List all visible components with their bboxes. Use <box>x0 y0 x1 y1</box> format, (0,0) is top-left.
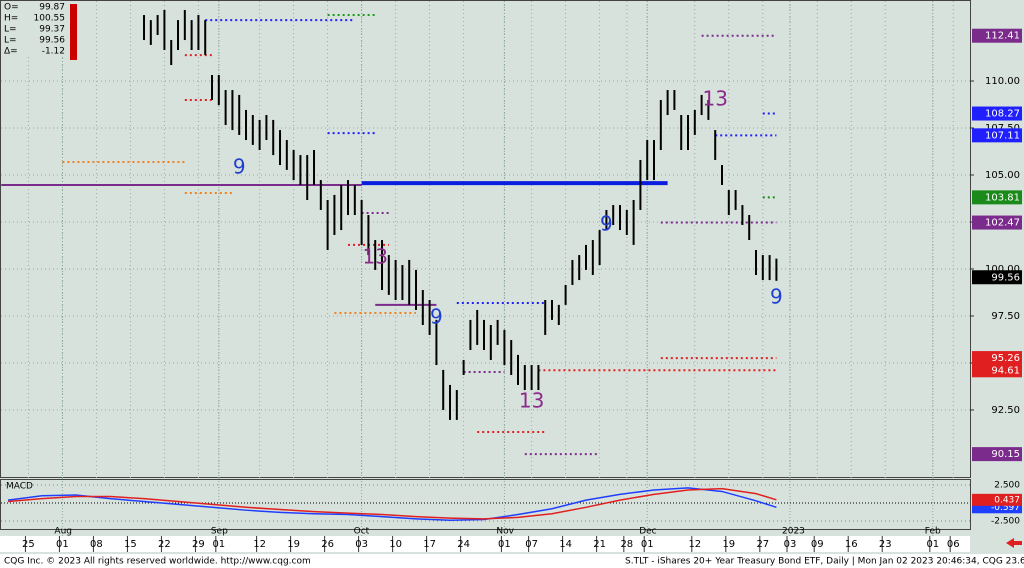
macd-value-box <box>972 493 1022 506</box>
count-label: 9 <box>770 284 783 308</box>
count-label: 9 <box>600 211 613 235</box>
macd-tick-label: 2.500 <box>994 480 1020 490</box>
x-tick-label: 21 <box>593 539 606 550</box>
x-tick-label: 14 <box>559 539 572 550</box>
price-panel <box>0 0 971 478</box>
macd-line <box>7 487 777 522</box>
info-value: 99.56 <box>39 36 65 46</box>
y-tick-label: 97.50 <box>991 311 1020 322</box>
x-tick-label: 15 <box>124 539 137 550</box>
price-label-box <box>972 190 1022 205</box>
x-tick-label: 08 <box>90 539 103 550</box>
x-tick-label: 19 <box>287 539 300 550</box>
count-label: 13 <box>362 244 387 268</box>
macd-title: MACD <box>6 482 33 492</box>
scroll-arrow[interactable] <box>1006 538 1022 548</box>
month-label: Nov <box>496 527 514 537</box>
info-box <box>1 1 67 57</box>
price-label-box <box>972 351 1022 366</box>
x-tick-label: 01 <box>212 539 225 550</box>
y-tick-label: 92.50 <box>991 405 1020 416</box>
price-label: 103.81 <box>985 192 1020 203</box>
count-label: 13 <box>702 86 727 110</box>
macd-panel <box>0 479 971 530</box>
count-label: 9 <box>233 155 246 179</box>
price-label-box <box>972 106 1022 121</box>
macd-tick-label: -2.500 <box>991 516 1020 526</box>
x-tick-label: 23 <box>879 539 892 550</box>
y-tick-label: 110.00 <box>985 76 1020 87</box>
x-tick-label: 27 <box>756 539 769 550</box>
x-tick-label: 03 <box>784 539 797 550</box>
info-label: O= <box>4 3 19 13</box>
copyright: CQG Inc. © 2023 All rights reserved worl… <box>4 557 311 567</box>
price-label-box <box>972 363 1022 378</box>
month-label: Oct <box>354 527 370 537</box>
price-label: 94.61 <box>991 365 1020 376</box>
x-tick-label: 07 <box>525 539 538 550</box>
x-tick-label: 10 <box>389 539 402 550</box>
price-label-box <box>972 28 1022 43</box>
info-value: -1.12 <box>42 47 65 57</box>
x-tick-label: 01 <box>926 539 939 550</box>
chart-title: S.TLT - iShares 20+ Year Treasury Bond E… <box>625 557 1024 567</box>
month-label: Aug <box>54 527 72 537</box>
info-label: L= <box>4 25 17 35</box>
x-tick-label: 19 <box>722 539 735 550</box>
month-label: Feb <box>925 527 941 537</box>
price-label-box <box>972 215 1022 230</box>
x-tick-label: 28 <box>620 539 633 550</box>
price-label-box <box>972 447 1022 462</box>
x-tick-label: 01 <box>498 539 511 550</box>
month-label: 2023 <box>782 527 805 537</box>
month-label: Sep <box>211 527 228 537</box>
x-tick-label: 06 <box>947 539 960 550</box>
x-tick-label: 29 <box>192 539 205 550</box>
x-tick-label: 22 <box>158 539 171 550</box>
month-label: Dec <box>639 527 656 537</box>
info-value: 99.37 <box>39 25 65 35</box>
y-tick-label: 100.00 <box>985 264 1020 275</box>
current-bar-marker <box>70 4 77 60</box>
x-tick-label: 01 <box>641 539 654 550</box>
price-label: 102.47 <box>985 218 1020 229</box>
info-value: 100.55 <box>34 14 66 24</box>
x-tick-label: 03 <box>355 539 368 550</box>
date-strip <box>0 536 970 552</box>
x-tick-label: 09 <box>811 539 824 550</box>
footer <box>0 554 1024 568</box>
macd-line <box>7 487 777 520</box>
x-tick-label: 25 <box>22 539 35 550</box>
x-tick-label: 26 <box>321 539 334 550</box>
macd-value-label: -0.597 <box>991 503 1020 513</box>
price-label-box <box>972 270 1022 285</box>
x-tick-label: 12 <box>253 539 266 550</box>
price-label: 107.11 <box>985 130 1020 141</box>
price-label: 95.26 <box>991 353 1020 364</box>
price-label: 90.15 <box>991 449 1020 460</box>
x-tick-label: 01 <box>56 539 69 550</box>
info-label: L= <box>4 36 17 46</box>
info-label: Δ= <box>4 47 18 57</box>
count-label: 13 <box>519 388 544 412</box>
x-tick-label: 12 <box>688 539 701 550</box>
price-label: 112.41 <box>985 31 1020 42</box>
x-tick-label: 24 <box>457 539 470 550</box>
y-tick-label: 105.00 <box>985 170 1020 181</box>
price-label: 108.27 <box>985 109 1020 120</box>
count-label: 9 <box>430 305 443 329</box>
info-label: H= <box>4 14 18 24</box>
price-label-box <box>972 128 1022 143</box>
price-label: 99.56 <box>991 272 1020 283</box>
x-tick-label: 16 <box>845 539 858 550</box>
x-tick-label: 17 <box>423 539 436 550</box>
info-value: 99.87 <box>39 3 65 13</box>
macd-value-label: 0.437 <box>994 495 1020 505</box>
